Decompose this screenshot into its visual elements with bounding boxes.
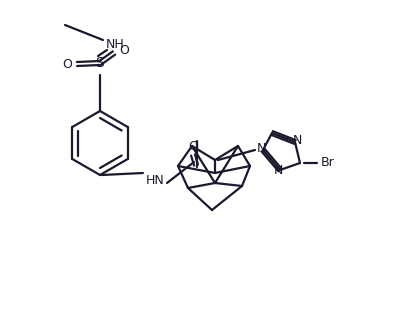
Text: N: N [292,134,302,148]
Text: NH: NH [106,38,125,51]
Text: O: O [62,58,72,72]
Text: HN: HN [146,174,164,187]
Text: S: S [96,56,104,70]
Text: N: N [256,142,266,155]
Text: O: O [188,139,198,153]
Text: N: N [274,165,283,177]
Text: Br: Br [321,156,335,170]
Text: O: O [119,44,129,56]
